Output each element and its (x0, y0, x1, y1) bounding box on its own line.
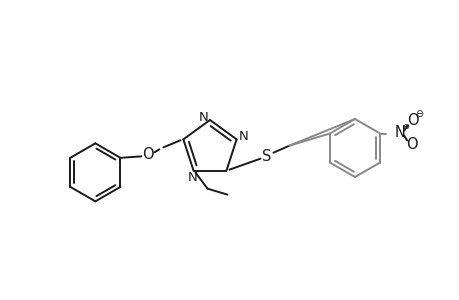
Text: ⊖: ⊖ (414, 109, 422, 118)
Text: S: S (261, 149, 270, 164)
Text: N: N (238, 130, 248, 143)
Text: N: N (187, 171, 197, 184)
Text: O: O (406, 113, 418, 128)
Text: O: O (405, 137, 417, 152)
Text: N: N (394, 125, 405, 140)
Text: ⊕: ⊕ (402, 122, 409, 131)
Text: O: O (142, 147, 154, 162)
Text: N: N (199, 110, 208, 124)
